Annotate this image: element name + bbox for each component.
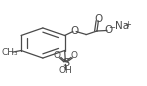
Text: O: O [54,51,61,60]
Text: O: O [94,14,102,24]
Text: Na: Na [115,21,129,31]
Text: S: S [62,58,69,68]
Text: O: O [105,25,113,36]
Text: +: + [124,20,131,29]
Text: OH: OH [59,66,72,75]
Text: O: O [70,26,78,36]
Text: −: − [108,24,115,33]
Text: CH₃: CH₃ [1,48,18,57]
Text: O: O [71,51,78,60]
